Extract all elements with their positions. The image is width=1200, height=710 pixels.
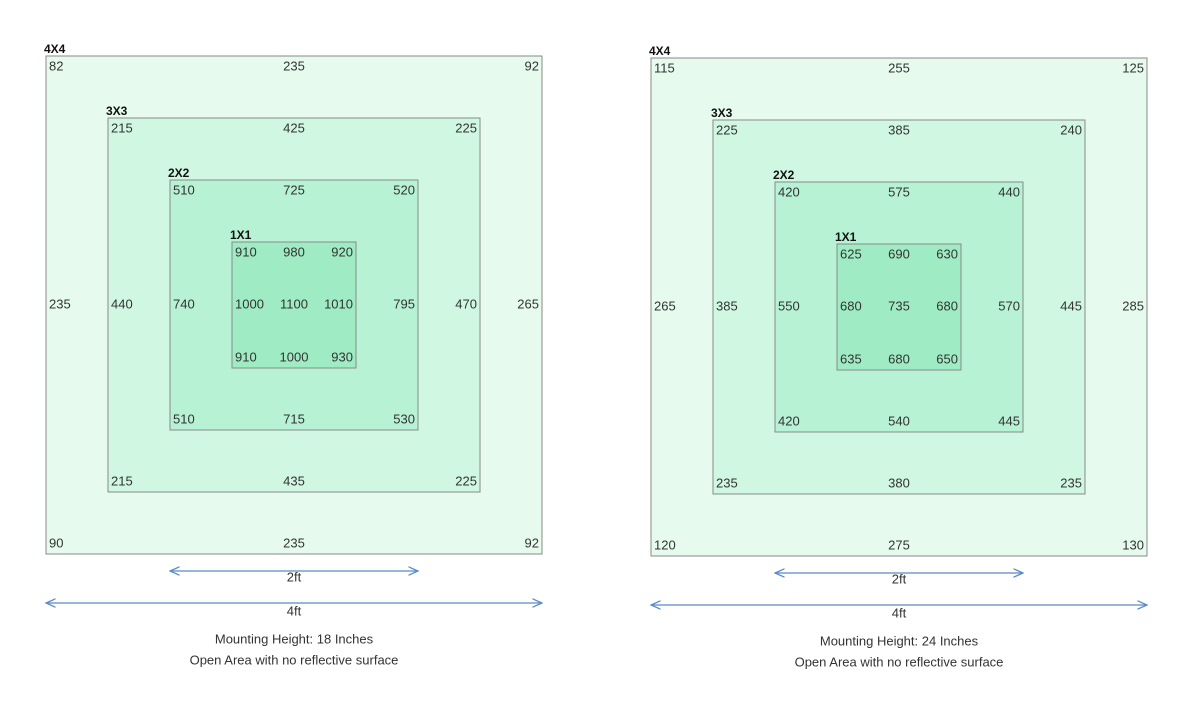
dimension-label: 2ft	[287, 569, 302, 584]
ppfd-value: 235	[716, 475, 738, 490]
ppfd-value: 120	[654, 537, 676, 552]
zone-label: 1X1	[835, 230, 857, 244]
ppfd-value: 725	[283, 182, 305, 197]
ppfd-value: 625	[840, 246, 862, 261]
ppfd-value: 795	[393, 296, 415, 311]
ppfd-value: 920	[331, 244, 353, 259]
zone-label: 4X4	[649, 44, 671, 58]
ppfd-value: 215	[111, 473, 133, 488]
ppfd-value: 285	[1122, 298, 1144, 313]
ppfd-value: 715	[283, 411, 305, 426]
ppfd-value: 735	[888, 298, 910, 313]
dimension-label: 4ft	[287, 603, 302, 618]
zone-label: 3X3	[711, 106, 733, 120]
ppfd-value: 1000	[280, 349, 309, 364]
zone-label: 4X4	[44, 42, 66, 56]
mounting-height: Mounting Height: 24 Inches	[820, 633, 979, 648]
ppfd-value: 445	[1060, 298, 1082, 313]
ppfd-value: 650	[936, 351, 958, 366]
ppfd-value: 235	[283, 58, 305, 73]
dimension-label: 2ft	[892, 571, 907, 586]
ppfd-value: 385	[716, 298, 738, 313]
ppfd-value: 225	[455, 120, 477, 135]
ppfd-value: 470	[455, 296, 477, 311]
ppfd-value: 445	[998, 413, 1020, 428]
ppfd-value: 540	[888, 413, 910, 428]
dimension-label: 4ft	[892, 605, 907, 620]
ppfd-value: 255	[888, 60, 910, 75]
ppfd-value: 265	[517, 296, 539, 311]
ppfd-value: 930	[331, 349, 353, 364]
ppfd-value: 82	[49, 58, 63, 73]
ppfd-value: 420	[778, 184, 800, 199]
ppfd-value: 1000	[235, 296, 264, 311]
ppfd-value: 530	[393, 411, 415, 426]
ppfd-value: 275	[888, 537, 910, 552]
ppfd-value: 235	[1060, 475, 1082, 490]
ppfd-value: 680	[840, 298, 862, 313]
ppfd-value: 1010	[324, 296, 353, 311]
ppfd-value: 510	[173, 182, 195, 197]
ppfd-value: 520	[393, 182, 415, 197]
ppfd-value: 380	[888, 475, 910, 490]
ppfd-value: 910	[235, 349, 257, 364]
ppfd-value: 910	[235, 244, 257, 259]
ppfd-value: 435	[283, 473, 305, 488]
ppfd-value: 980	[283, 244, 305, 259]
ppfd-value: 630	[936, 246, 958, 261]
ppfd-value: 440	[111, 296, 133, 311]
ppfd-value: 425	[283, 120, 305, 135]
mounting-height: Mounting Height: 18 Inches	[215, 631, 374, 646]
ppfd-value: 680	[888, 351, 910, 366]
ppfd-value: 130	[1122, 537, 1144, 552]
ppfd-value: 225	[716, 122, 738, 137]
ppfd-value: 385	[888, 122, 910, 137]
zone-label: 2X2	[168, 166, 190, 180]
zone-label: 1X1	[230, 228, 252, 242]
ppfd-value: 125	[1122, 60, 1144, 75]
ppfd-value: 510	[173, 411, 195, 426]
ppfd-value: 235	[49, 296, 71, 311]
ppfd-value: 235	[283, 535, 305, 550]
ppfd-value: 115	[654, 60, 675, 75]
ppfd-value: 570	[998, 298, 1020, 313]
ppfd-value: 440	[998, 184, 1020, 199]
ppfd-value: 265	[654, 298, 676, 313]
ppfd-value: 92	[525, 58, 539, 73]
ppfd-value: 740	[173, 296, 195, 311]
ppfd-value: 240	[1060, 122, 1082, 137]
ppfd-value: 420	[778, 413, 800, 428]
zone-label: 3X3	[106, 104, 128, 118]
ppfd-value: 90	[49, 535, 63, 550]
ppfd-value: 575	[888, 184, 910, 199]
ppfd-value: 215	[111, 120, 133, 135]
ppfd-value: 1100	[280, 296, 308, 311]
ppfd-value: 225	[455, 473, 477, 488]
zone-square	[231, 241, 357, 369]
ppfd-value: 690	[888, 246, 910, 261]
zone-label: 2X2	[773, 168, 795, 182]
ppfd-value: 92	[525, 535, 539, 550]
ppfd-value: 635	[840, 351, 862, 366]
note: Open Area with no reflective surface	[795, 654, 1004, 669]
ppfd-value: 550	[778, 298, 800, 313]
ppfd-value: 680	[936, 298, 958, 313]
zone-square	[836, 243, 962, 371]
note: Open Area with no reflective surface	[190, 652, 399, 667]
